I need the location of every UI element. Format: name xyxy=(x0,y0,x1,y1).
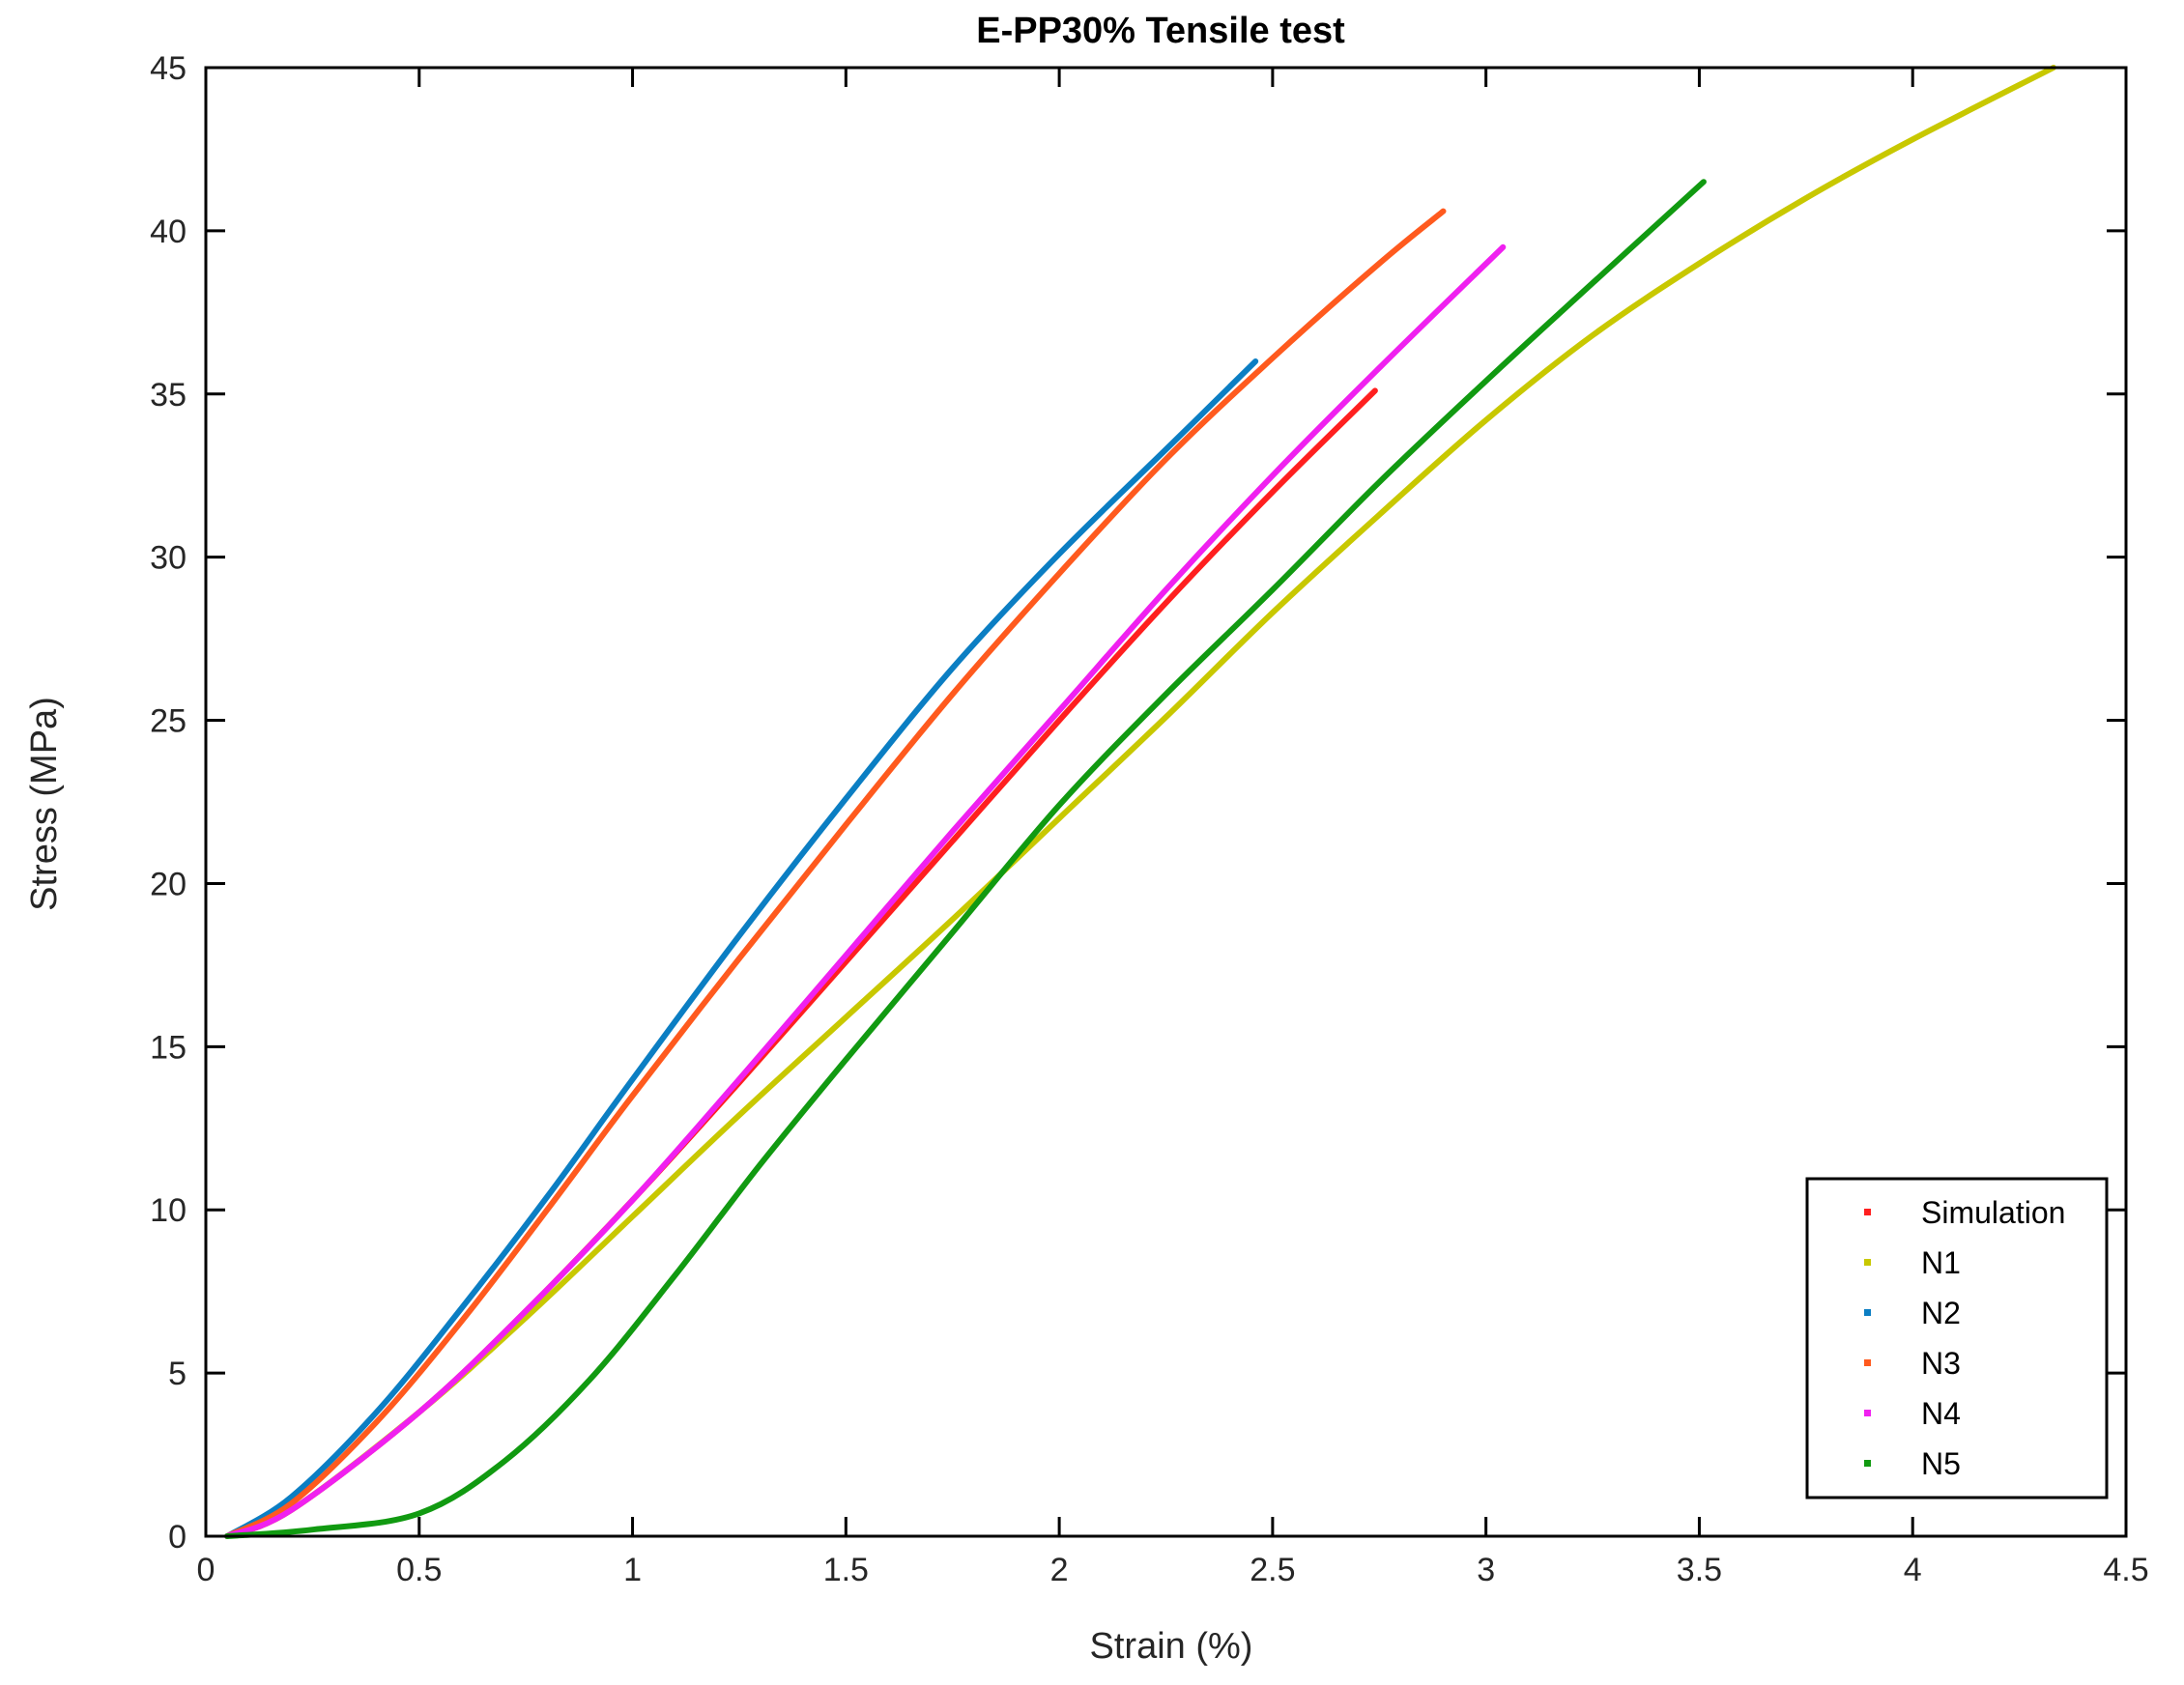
x-tick-label: 1.5 xyxy=(823,1552,869,1588)
y-axis-label: Stress (MPa) xyxy=(24,697,65,911)
series-line-n3 xyxy=(224,208,1447,1539)
y-tick-label: 0 xyxy=(168,1519,187,1556)
y-tick-label: 30 xyxy=(150,540,187,577)
legend-marker-n4 xyxy=(1864,1410,1871,1416)
y-tick-label: 25 xyxy=(150,703,187,740)
series-line-n1 xyxy=(224,65,2056,1539)
legend-label-n3: N3 xyxy=(1921,1346,1961,1381)
legend-marker-n5 xyxy=(1864,1460,1871,1467)
y-tick-label: 15 xyxy=(150,1029,187,1066)
legend-label-n2: N2 xyxy=(1921,1296,1961,1330)
legend: Simulation N1 N2 N3 N4 N5 xyxy=(1805,1177,2109,1499)
series-line-n5 xyxy=(224,179,1707,1539)
x-tick-label: 4.5 xyxy=(2103,1552,2148,1588)
series-line-n4 xyxy=(224,243,1507,1539)
x-tick-label: 0 xyxy=(197,1552,216,1588)
tick-layer: 0 0.5 1 1.5 2 2.5 3 3.5 4 4.5 0 5 10 15 20 25 30 35 40 45 xyxy=(150,50,2148,1588)
y-tick-label: 5 xyxy=(168,1356,187,1392)
y-tick-label: 10 xyxy=(150,1192,187,1229)
legend-label-n1: N1 xyxy=(1921,1245,1961,1280)
y-tick-label: 40 xyxy=(150,214,187,250)
legend-marker-n3 xyxy=(1864,1359,1871,1366)
x-tick-label: 3 xyxy=(1477,1552,1495,1588)
y-tick-label: 45 xyxy=(150,50,187,87)
legend-marker-n1 xyxy=(1864,1259,1871,1266)
series-line-n2 xyxy=(224,358,1259,1539)
legend-marker-simulation xyxy=(1864,1209,1871,1215)
legend-label-simulation: Simulation xyxy=(1921,1195,2065,1230)
x-tick-label: 3.5 xyxy=(1677,1552,1722,1588)
plot-area-frame xyxy=(204,66,2128,1538)
y-tick-label: 35 xyxy=(150,377,187,414)
series-layer xyxy=(224,65,2056,1539)
legend-marker-n2 xyxy=(1864,1309,1871,1316)
legend-box xyxy=(1805,1177,2109,1499)
x-tick-label: 2.5 xyxy=(1250,1552,1295,1588)
chart-title: E-PP30% Tensile test xyxy=(976,11,1345,51)
y-tick-label: 20 xyxy=(150,866,187,902)
x-tick-label: 2 xyxy=(1050,1552,1069,1588)
x-axis-label: Strain (%) xyxy=(1090,1626,1253,1667)
legend-label-n4: N4 xyxy=(1921,1396,1961,1431)
x-tick-label: 4 xyxy=(1904,1552,1922,1588)
x-tick-label: 1 xyxy=(623,1552,642,1588)
legend-label-n5: N5 xyxy=(1921,1446,1961,1481)
x-tick-label: 0.5 xyxy=(396,1552,442,1588)
